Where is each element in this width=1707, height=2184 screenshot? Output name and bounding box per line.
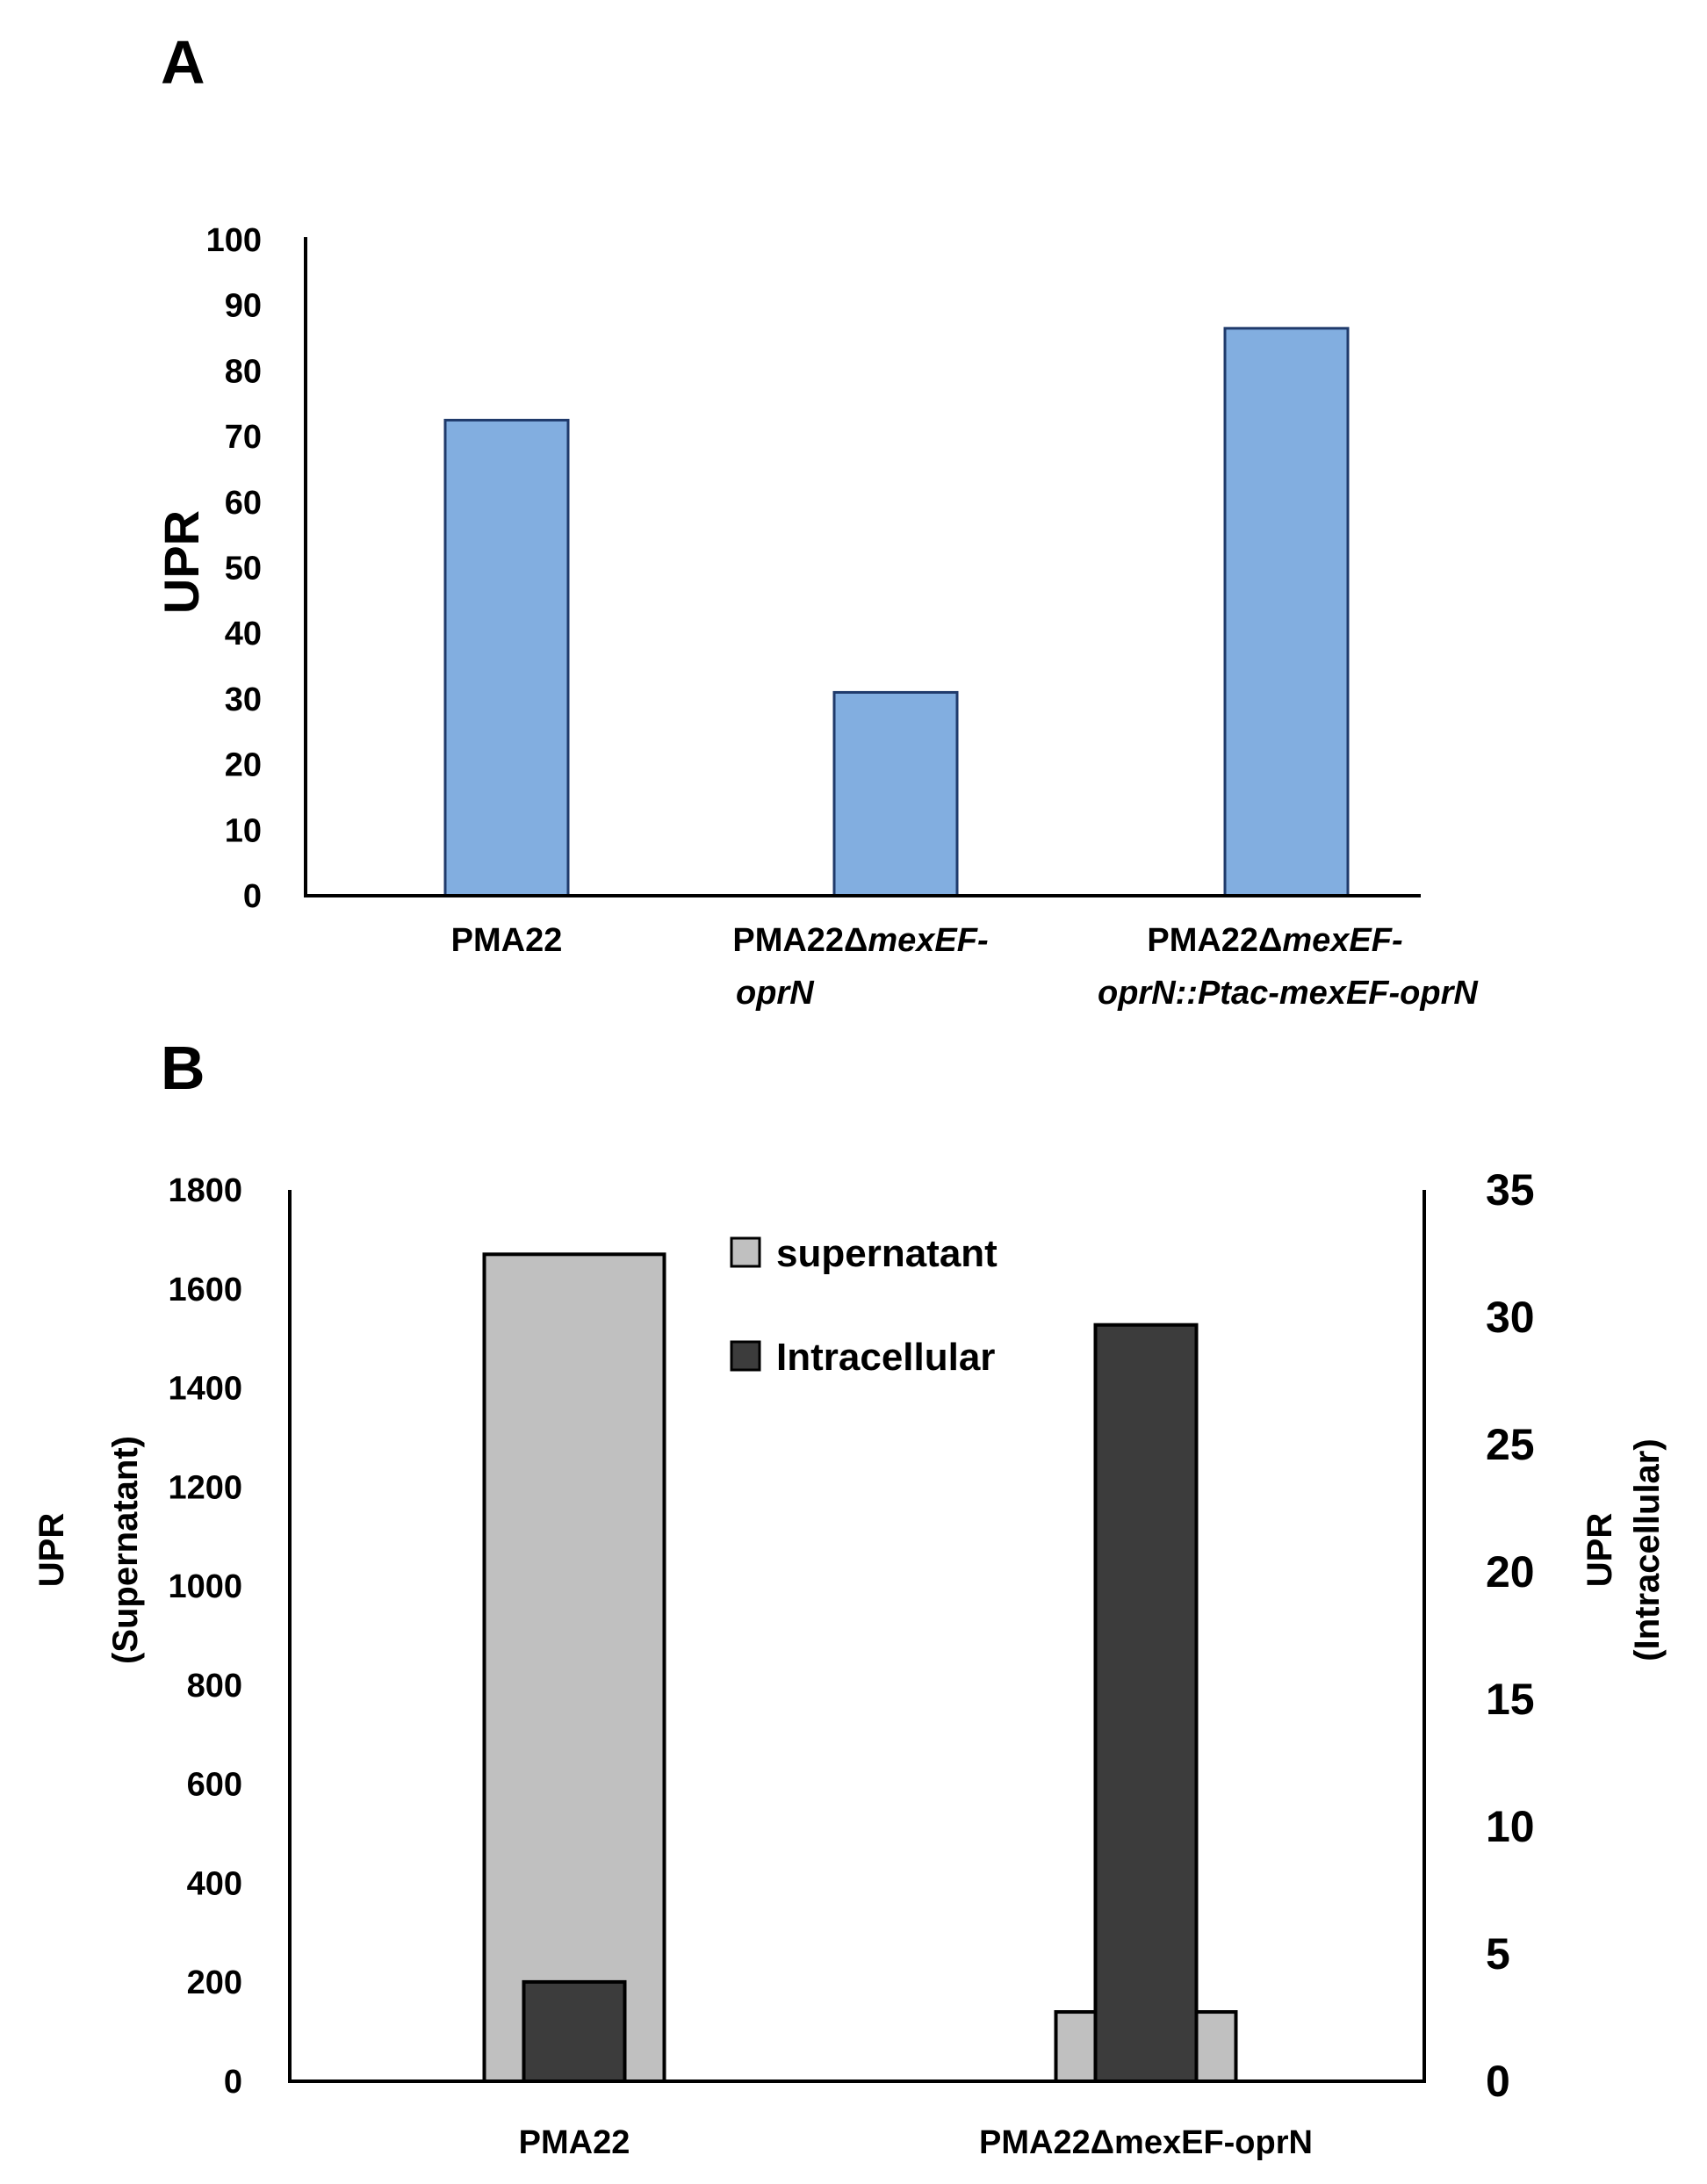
y-tick-label-left: 600 xyxy=(187,1767,242,1804)
x-tick-label-line2: oprN::Ptac-mexEF-oprN xyxy=(1098,975,1479,1012)
bar-supernatant xyxy=(482,1252,666,2083)
y-tick-label-right: 30 xyxy=(1486,1293,1535,1342)
chart-panel-b: B UPR (Supernatant) UPR (Intracellular) … xyxy=(32,1034,1667,2161)
x-tick-label-line2: oprN xyxy=(736,975,815,1012)
legend-label: supernatant xyxy=(776,1232,998,1275)
y-tick-label-left: 1000 xyxy=(168,1568,242,1605)
panel-label-b: B xyxy=(161,1034,205,1102)
y-tick-label: 30 xyxy=(225,681,262,718)
y-ticks-right-b: 0 5 10 15 20 25 30 35 xyxy=(1486,1165,1535,2106)
y-tick-label: 10 xyxy=(225,812,262,849)
bar-intracellular xyxy=(522,1979,627,2083)
y-tick-label: 90 xyxy=(225,288,262,325)
x-tick-label: PMA22 xyxy=(451,922,563,959)
bar xyxy=(1223,327,1350,897)
y-tick-label-right: 20 xyxy=(1486,1547,1535,1597)
y-tick-label: 70 xyxy=(225,419,262,456)
y-tick-label-right: 0 xyxy=(1486,2057,1510,2106)
legend-swatch xyxy=(730,1340,761,1372)
y-tick-label: 80 xyxy=(225,353,262,390)
y-ticks-left-b: 0 200 400 600 800 1000 1200 1400 1600 1800 xyxy=(168,1172,242,2101)
y-tick-label-right: 15 xyxy=(1486,1675,1535,1724)
y-axis-title-left-line1: UPR xyxy=(32,1513,71,1588)
y-tick-label-left: 200 xyxy=(187,1964,242,2001)
y-axis-title-right-line2: (Intracellular) xyxy=(1628,1438,1667,1661)
x-tick-label: PMA22ΔmexEF- xyxy=(732,922,988,959)
legend-label: Intracellular xyxy=(776,1336,995,1379)
y-tick-label-right: 25 xyxy=(1486,1420,1535,1469)
y-tick-label-left: 1200 xyxy=(168,1469,242,1506)
y-axis-title-a: UPR xyxy=(154,510,209,614)
legend-b: supernatant Intracellular xyxy=(730,1232,998,1379)
y-axis-title-right-b: UPR (Intracellular) xyxy=(1581,1438,1667,1661)
y-tick-label-left: 1800 xyxy=(168,1172,242,1209)
y-axis-title-left-line2: (Supernatant) xyxy=(106,1436,145,1664)
x-tick-label: PMA22ΔmexEF- xyxy=(1147,922,1402,959)
y-tick-label-left: 400 xyxy=(187,1865,242,1902)
bar-intracellular xyxy=(1093,1323,1199,2083)
y-tick-label-right: 5 xyxy=(1486,1929,1510,1979)
y-axis-title-right-line1: UPR xyxy=(1581,1513,1619,1588)
y-axis-title-left-b: UPR (Supernatant) xyxy=(32,1436,145,1664)
y-ticks-a: 0 10 20 30 40 50 60 70 80 90 100 xyxy=(206,222,262,915)
y-tick-label-right: 10 xyxy=(1486,1802,1535,1851)
category-labels-a: PMA22 PMA22ΔmexEF-oprN PMA22ΔmexEF-oprN::P… xyxy=(451,922,1480,1012)
y-tick-label: 20 xyxy=(225,747,262,784)
bars-a xyxy=(443,327,1350,897)
y-tick-label-left: 800 xyxy=(187,1668,242,1705)
panel-label-a: A xyxy=(161,28,205,97)
y-tick-label: 50 xyxy=(225,551,262,587)
bars-b xyxy=(482,1252,1238,2084)
y-tick-label-right: 35 xyxy=(1486,1165,1535,1215)
y-tick-label-left: 1600 xyxy=(168,1272,242,1308)
x-tick-label: PMA22ΔmexEF-oprN xyxy=(979,2124,1313,2161)
bar xyxy=(832,690,959,897)
bar xyxy=(443,418,570,897)
chart-panel-a: A UPR 0 10 20 30 40 50 60 70 80 90 100 PMA22 PMA22Δ… xyxy=(154,28,1479,1012)
y-tick-label: 40 xyxy=(225,616,262,652)
legend-swatch xyxy=(730,1236,761,1268)
y-tick-label-left: 1400 xyxy=(168,1371,242,1408)
y-tick-label: 0 xyxy=(243,878,262,915)
y-tick-label: 60 xyxy=(225,485,262,522)
category-labels-b: PMA22 PMA22ΔmexEF-oprN xyxy=(519,2124,1313,2161)
y-tick-label: 100 xyxy=(206,222,262,259)
y-tick-label-left: 0 xyxy=(224,2064,242,2101)
x-tick-label: PMA22 xyxy=(519,2124,630,2161)
